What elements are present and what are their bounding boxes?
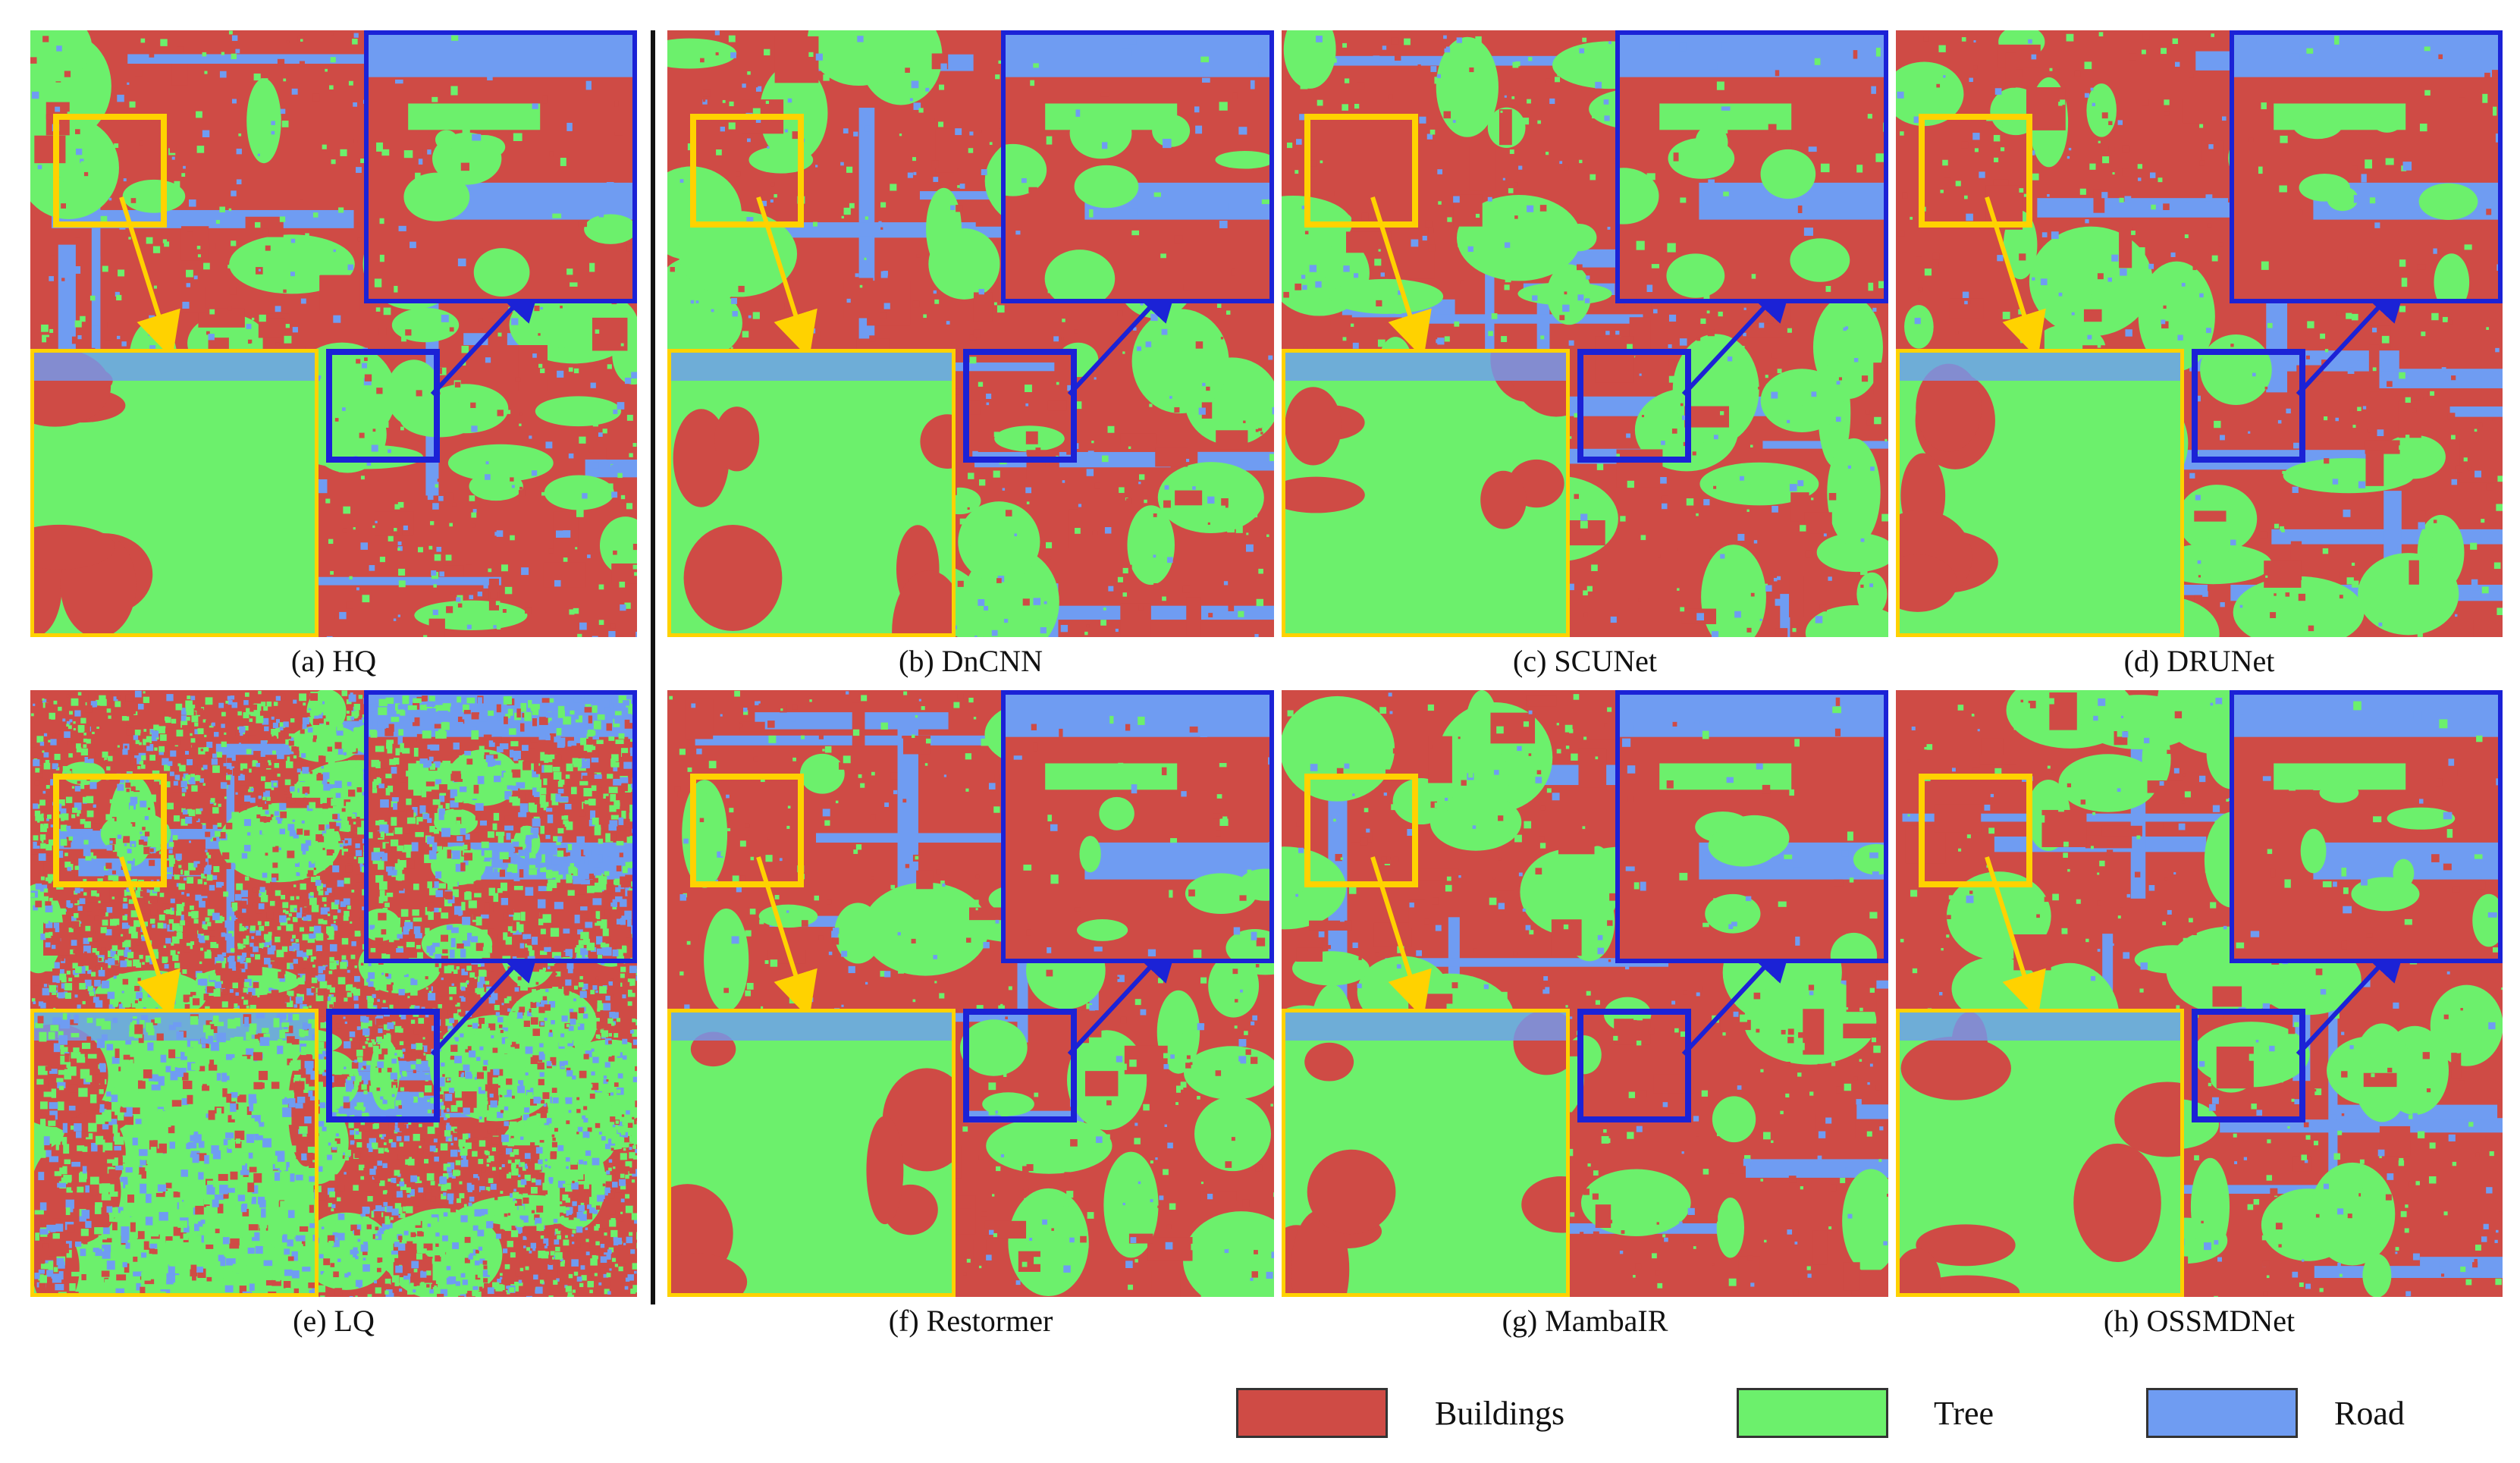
zoom-inset-yellow <box>1282 349 1570 637</box>
zoom-arrow-yellow <box>1985 196 2046 359</box>
legend-label-buildings: Buildings <box>1435 1395 1565 1432</box>
legend-label-road: Road <box>2334 1395 2405 1432</box>
zoom-arrow-yellow <box>1985 856 2046 1019</box>
zoom-arrow-blue <box>2296 275 2409 397</box>
zoom-inset-blue <box>364 30 637 303</box>
zoom-box-blue <box>2192 1009 2305 1122</box>
panel-scunet <box>1282 30 1888 637</box>
legend-swatch-road <box>2146 1388 2298 1438</box>
zoom-inset-blue <box>1615 30 1888 303</box>
zoom-inset-blue <box>1615 690 1888 963</box>
caption-scunet: (c) SCUNet <box>1513 644 1657 678</box>
zoom-box-yellow <box>53 774 167 887</box>
zoom-arrow-yellow <box>1370 196 1432 359</box>
zoom-arrow-blue <box>430 934 544 1056</box>
zoom-inset-yellow <box>1282 1009 1570 1297</box>
caption-lq: (e) LQ <box>293 1304 375 1338</box>
panel-hq <box>30 30 637 637</box>
legend-label-tree: Tree <box>1934 1395 1994 1432</box>
zoom-box-blue <box>1577 349 1691 463</box>
zoom-box-yellow <box>1304 774 1418 887</box>
zoom-arrow-blue <box>1067 934 1181 1056</box>
panel-mambair <box>1282 690 1888 1297</box>
panel-lq <box>30 690 637 1297</box>
zoom-box-yellow <box>53 114 167 228</box>
zoom-box-yellow <box>1304 114 1418 228</box>
caption-restormer: (f) Restormer <box>888 1304 1053 1338</box>
panel-dncnn <box>667 30 1274 637</box>
legend: Buildings Tree Road <box>1236 1388 2449 1441</box>
zoom-inset-yellow <box>30 349 319 637</box>
zoom-arrow-blue <box>430 275 544 397</box>
zoom-box-blue <box>2192 349 2305 463</box>
zoom-inset-blue <box>2230 690 2503 963</box>
zoom-inset-blue <box>1001 30 1274 303</box>
zoom-box-blue <box>1577 1009 1691 1122</box>
zoom-arrow-yellow <box>756 196 818 359</box>
caption-drunet: (d) DRUNet <box>2123 644 2275 678</box>
zoom-arrow-yellow <box>119 856 180 1019</box>
panel-restormer <box>667 690 1274 1297</box>
zoom-box-yellow <box>1919 114 2032 228</box>
zoom-arrow-blue <box>2296 934 2409 1056</box>
vertical-divider <box>651 30 655 1304</box>
caption-mambair: (g) MambaIR <box>1502 1304 1668 1338</box>
zoom-arrow-blue <box>1067 275 1181 397</box>
zoom-box-blue <box>963 1009 1077 1122</box>
panel-drunet <box>1896 30 2503 637</box>
legend-swatch-buildings <box>1236 1388 1388 1438</box>
zoom-inset-yellow <box>667 1009 956 1297</box>
caption-hq: (a) HQ <box>290 644 377 678</box>
caption-dncnn: (b) DnCNN <box>899 644 1043 678</box>
zoom-box-blue <box>326 1009 440 1122</box>
panel-ossmdnet <box>1896 690 2503 1297</box>
zoom-arrow-blue <box>1681 275 1795 397</box>
zoom-box-yellow <box>690 114 804 228</box>
zoom-inset-blue <box>364 690 637 963</box>
zoom-box-yellow <box>690 774 804 887</box>
zoom-inset-yellow <box>1896 1009 2184 1297</box>
zoom-inset-yellow <box>1896 349 2184 637</box>
zoom-inset-blue <box>1001 690 1274 963</box>
caption-ossmdnet: (h) OSSMDNet <box>2103 1304 2296 1338</box>
zoom-inset-yellow <box>30 1009 319 1297</box>
zoom-box-yellow <box>1919 774 2032 887</box>
zoom-box-blue <box>963 349 1077 463</box>
legend-swatch-tree <box>1737 1388 1888 1438</box>
zoom-inset-yellow <box>667 349 956 637</box>
zoom-inset-blue <box>2230 30 2503 303</box>
zoom-arrow-yellow <box>756 856 818 1019</box>
zoom-arrow-yellow <box>1370 856 1432 1019</box>
zoom-arrow-blue <box>1681 934 1795 1056</box>
zoom-box-blue <box>326 349 440 463</box>
zoom-arrow-yellow <box>119 196 180 359</box>
